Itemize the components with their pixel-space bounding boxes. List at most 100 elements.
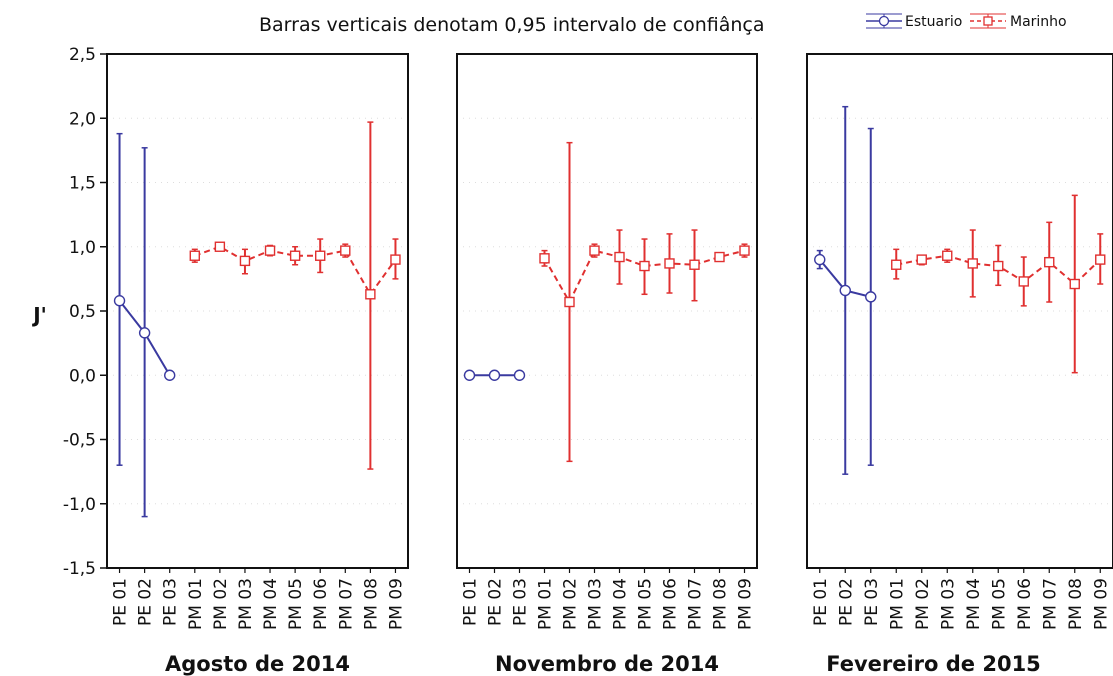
x-tick-label: PE 03 [862,578,882,626]
data-point [1018,276,1029,287]
data-point [589,245,600,256]
data-point [714,251,725,263]
legend-marinho-label: Marinho [1010,14,1067,30]
x-tick-label: PM 02 [211,578,231,630]
x-tick-label: PM 01 [186,578,206,630]
x-tick-label: PM 06 [1015,578,1035,630]
data-point [463,369,476,381]
x-tick-label: PM 02 [913,578,933,630]
x-tick-label: PM 06 [661,578,681,630]
x-tick-label: PM 02 [561,578,581,630]
x-tick-label: PE 01 [461,578,481,626]
data-point [664,258,675,269]
data-point [564,296,575,308]
x-tick-label: PM 04 [964,578,984,630]
data-point [1044,256,1055,268]
chart-panels: PE 01 PE 02 PE 03 PM 01 PM 02 PM 03 PM 04 PM 05… [106,53,1113,676]
data-point [891,259,902,270]
data-point [1069,278,1080,290]
x-tick-label: PM 09 [1091,578,1111,630]
data-point [289,250,301,261]
data-point [993,260,1004,272]
x-tick-label: PM 04 [261,578,281,630]
x-tick-label: PM 09 [386,578,406,630]
series-marinho [891,194,1106,374]
data-point [942,250,953,261]
data-point [264,245,276,256]
series-line [194,245,397,297]
x-tick-label: PE 03 [511,578,531,626]
x-tick-label: PE 01 [111,578,131,626]
x-tick-label: PM 03 [586,578,606,630]
x-tick-label: PM 01 [536,578,556,630]
data-point [689,259,700,270]
data-point [513,369,526,381]
panel-frame [456,53,758,569]
data-point [614,251,625,263]
data-point [916,254,927,265]
x-tick-label: PM 01 [887,578,907,630]
data-point [390,254,401,265]
data-point [113,295,126,307]
x-tick-label: PM 07 [1040,578,1060,630]
series-marinho [189,121,401,470]
data-point [967,258,978,269]
data-point [189,250,200,261]
series-estuario [463,369,526,381]
data-point [315,250,326,261]
y-tick-label: 2,5 [69,45,96,65]
x-tick-label: PM 05 [989,578,1009,630]
data-point [239,255,251,267]
y-axis-label: J' [31,303,47,327]
data-point [340,245,351,256]
x-tick-label: PE 02 [836,578,856,626]
panel-title: Novembro de 2014 [495,652,719,676]
legend-marinho-marker [970,13,1006,29]
data-point [839,284,851,297]
x-tick-label: PM 05 [286,578,306,630]
data-point [739,245,750,256]
y-tick-label: -1,0 [63,495,96,515]
x-tick-label: PE 02 [136,578,156,626]
legend-title: Barras verticais denotam 0,95 intervalo … [259,14,764,36]
data-point [539,253,550,264]
y-tick-label: 0,0 [69,366,96,386]
y-tick-label: -1,5 [63,559,96,579]
series-estuario [814,105,877,475]
data-point [365,289,376,300]
x-tick-label: PM 03 [236,578,256,630]
x-tick-label: PM 07 [686,578,706,630]
y-tick-label: 2,0 [69,109,96,129]
panel-1: PE 01 PE 02 PE 03 PM 01 PM 02 PM 03 PM 04 PM 05… [106,53,409,676]
panel-title: Agosto de 2014 [165,652,350,676]
x-tick-label: PM 03 [938,578,958,630]
y-tick-label: 1,0 [69,238,96,258]
y-tick-label: 0,5 [69,302,96,322]
data-point [214,241,226,252]
panel-title: Fevereiro de 2015 [826,652,1041,676]
x-tick-label: PM 08 [1066,578,1086,630]
x-tick-label: PM 05 [636,578,656,630]
panel-2: PE 01 PE 02 PE 03 PM 01 PM 02 PM 03 PM 04 PM 05… [456,53,758,676]
data-point [865,291,877,303]
x-tick-label: PM 04 [611,578,631,630]
x-tick-label: PE 02 [486,578,506,626]
series-marinho [539,141,750,463]
legend: Barras verticais denotam 0,95 intervalo … [259,13,1067,36]
panel-frame [806,53,1113,569]
x-tick-label: PM 08 [711,578,731,630]
data-point [814,253,826,266]
y-axis-ticks: 2,5 2,0 1,5 1,0 0,5 0,0 -0,5 -1,0 -1,5 [63,45,107,579]
x-tick-label: PE 01 [811,578,831,626]
data-point [138,327,151,339]
series-estuario [113,132,176,518]
x-tick-label: PM 06 [311,578,331,630]
x-tick-label: PM 09 [736,578,756,630]
data-point [164,369,176,381]
data-point [1095,254,1106,265]
legend-estuario-marker [866,13,902,29]
x-tick-label: PE 03 [161,578,181,626]
y-tick-label: -0,5 [63,431,96,451]
x-tick-label: PM 07 [336,578,356,630]
